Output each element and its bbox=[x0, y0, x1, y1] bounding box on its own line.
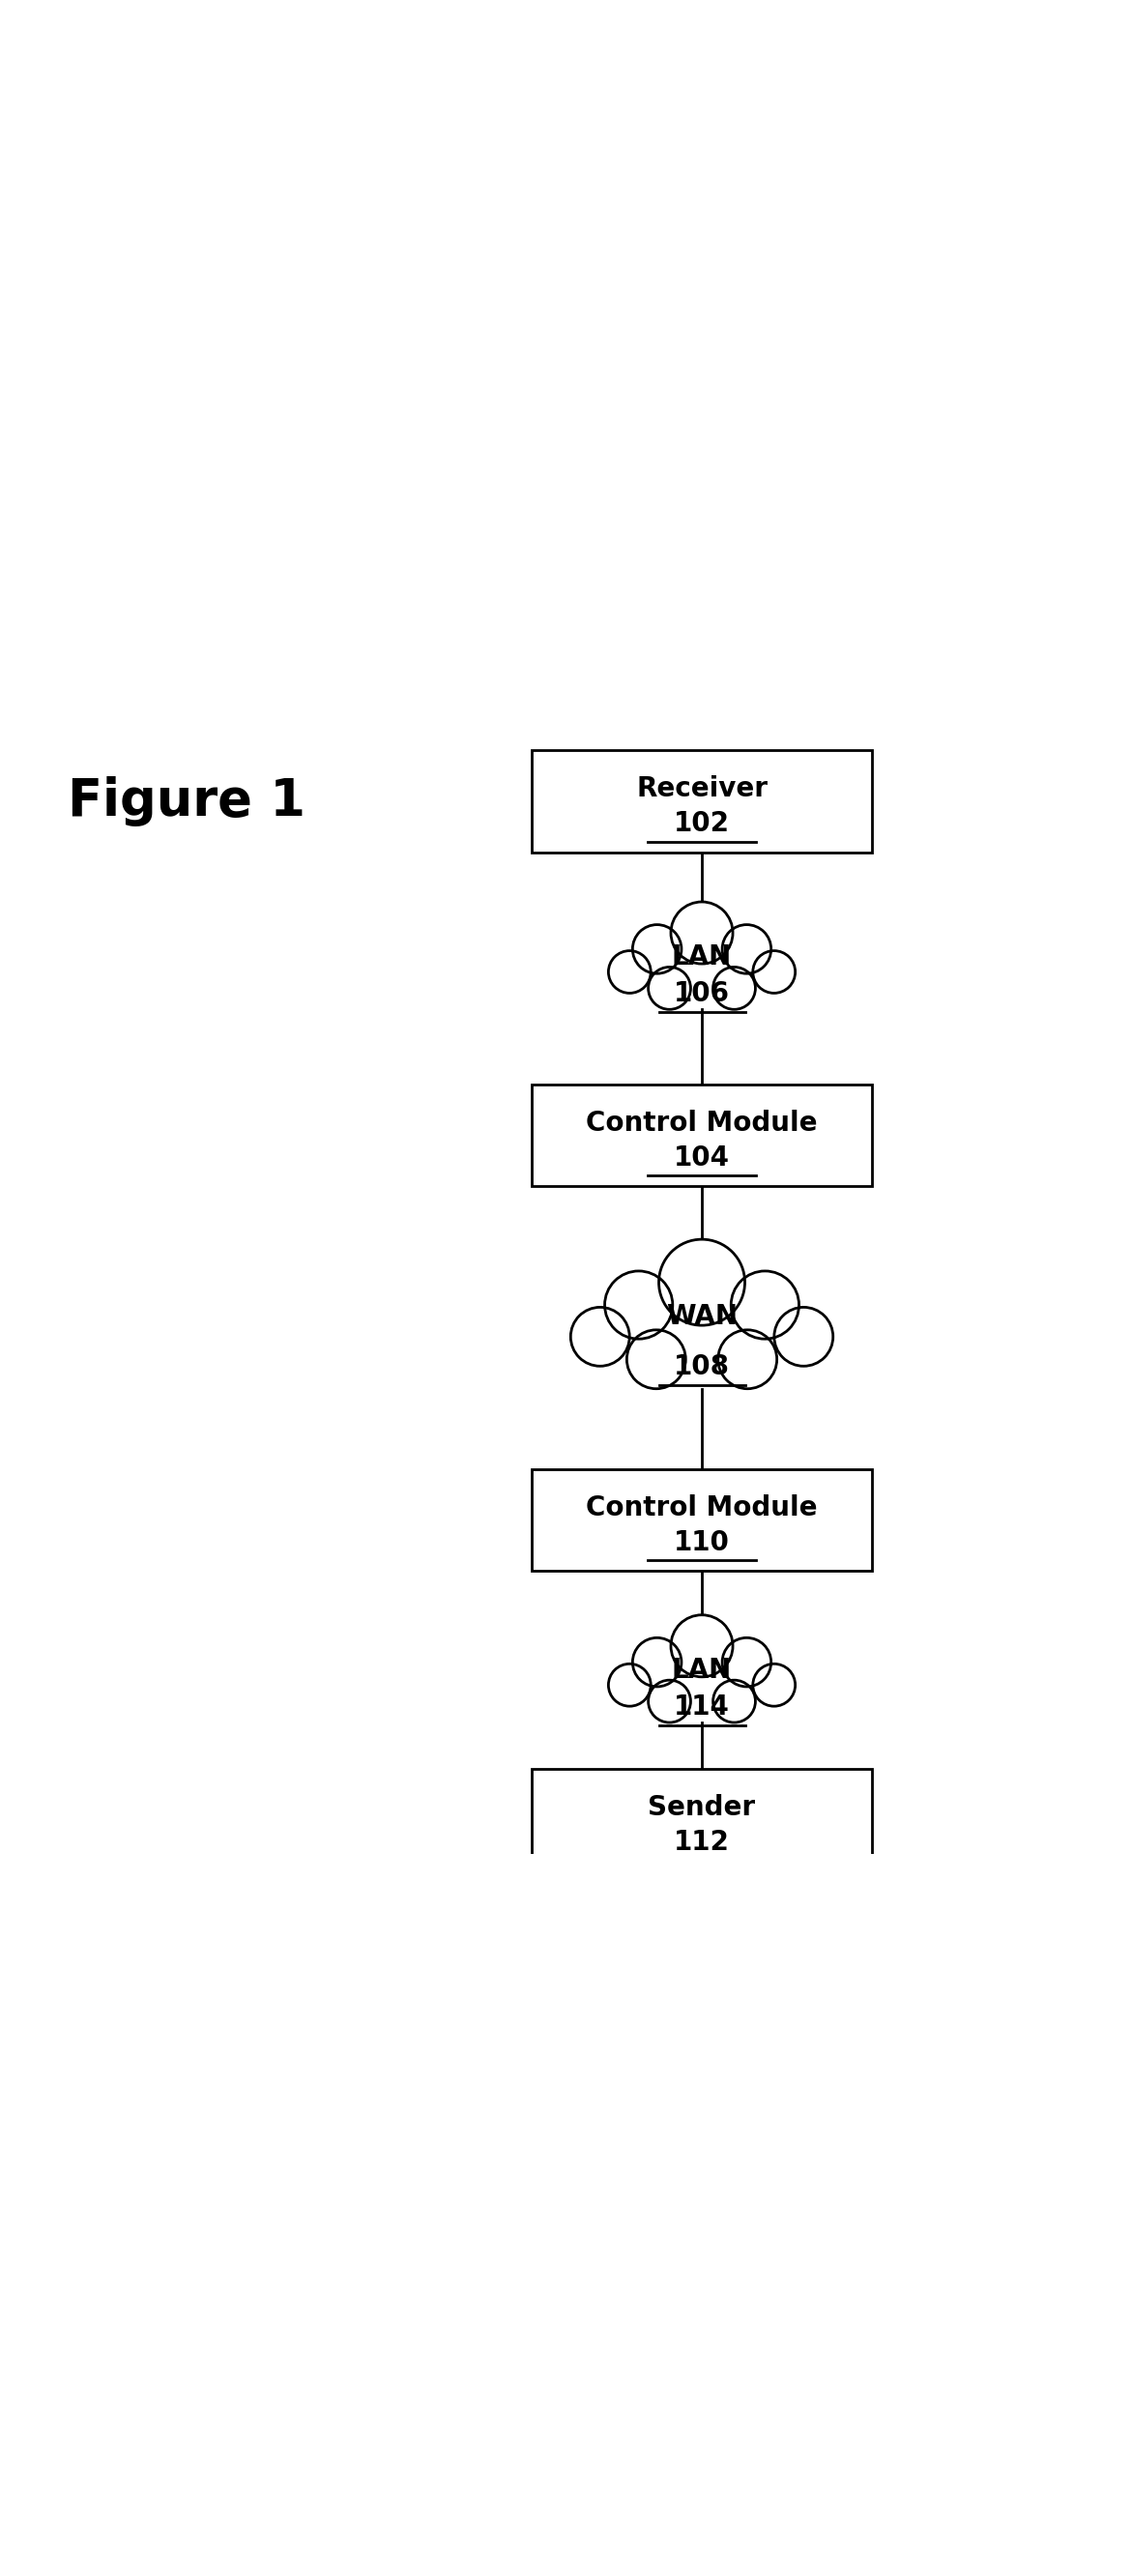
Circle shape bbox=[774, 1306, 833, 1365]
Text: Receiver: Receiver bbox=[636, 775, 767, 804]
Circle shape bbox=[608, 1664, 651, 1705]
Text: 106: 106 bbox=[674, 981, 730, 1007]
Circle shape bbox=[713, 966, 755, 1010]
Text: 112: 112 bbox=[674, 1829, 730, 1855]
FancyBboxPatch shape bbox=[532, 1084, 872, 1185]
Circle shape bbox=[627, 1329, 686, 1388]
Circle shape bbox=[649, 966, 691, 1010]
Text: Sender: Sender bbox=[649, 1795, 755, 1821]
FancyBboxPatch shape bbox=[532, 1468, 872, 1571]
Circle shape bbox=[649, 1680, 691, 1723]
FancyBboxPatch shape bbox=[532, 750, 872, 853]
Circle shape bbox=[571, 1306, 629, 1365]
Circle shape bbox=[659, 1239, 745, 1327]
Text: WAN: WAN bbox=[666, 1303, 738, 1329]
Circle shape bbox=[722, 925, 771, 974]
Circle shape bbox=[731, 1270, 799, 1340]
Circle shape bbox=[608, 951, 651, 994]
Text: 110: 110 bbox=[674, 1530, 730, 1556]
FancyBboxPatch shape bbox=[532, 1770, 872, 1870]
Circle shape bbox=[633, 1638, 681, 1687]
Text: 108: 108 bbox=[674, 1355, 730, 1381]
Text: Control Module: Control Module bbox=[586, 1494, 817, 1522]
Circle shape bbox=[718, 1329, 777, 1388]
Circle shape bbox=[753, 951, 796, 994]
Text: 114: 114 bbox=[674, 1692, 730, 1721]
Text: LAN: LAN bbox=[671, 943, 732, 971]
Text: 102: 102 bbox=[674, 811, 730, 837]
Circle shape bbox=[671, 1615, 732, 1677]
Text: Control Module: Control Module bbox=[586, 1110, 817, 1136]
Circle shape bbox=[633, 925, 681, 974]
Circle shape bbox=[671, 902, 732, 963]
Circle shape bbox=[604, 1270, 672, 1340]
Circle shape bbox=[753, 1664, 796, 1705]
Text: Figure 1: Figure 1 bbox=[68, 775, 306, 827]
Circle shape bbox=[722, 1638, 771, 1687]
Circle shape bbox=[713, 1680, 755, 1723]
Text: LAN: LAN bbox=[671, 1656, 732, 1685]
Text: 104: 104 bbox=[674, 1144, 730, 1172]
